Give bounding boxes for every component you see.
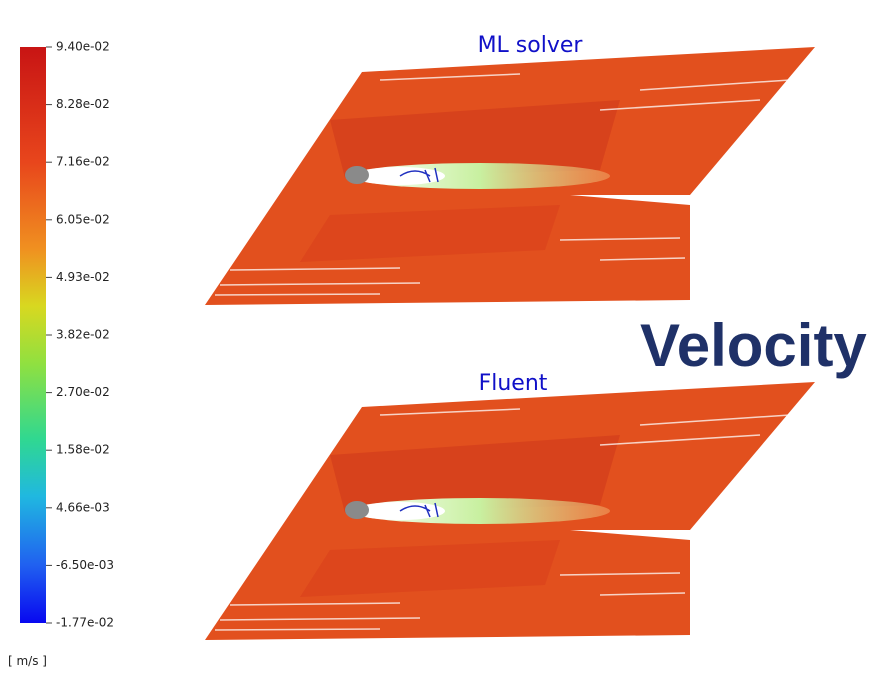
tick-label: 8.28e-02 [56,97,110,111]
tick-label: 3.82e-02 [56,328,110,342]
unit-label: [ m/s ] [8,654,47,668]
tick-label: 7.16e-02 [56,155,110,169]
velocity-label: Velocity [640,312,867,379]
fluent-field [205,382,815,640]
tick-label: 6.05e-02 [56,212,110,226]
panel-title: Fluent [479,371,548,396]
figure: 9.40e-02 8.28e-02 7.16e-02 6.05e-02 4.93e-02… [0,0,894,678]
ml-solver-field [205,47,815,305]
tick-label: 4.93e-02 [56,270,110,284]
tick-label: 4.66e-03 [56,500,110,514]
tick-label: 1.58e-02 [56,443,110,457]
tick-label: -6.50e-03 [56,558,114,572]
tick-label: 9.40e-02 [56,40,110,54]
tick-label: -1.77e-02 [56,616,114,630]
colorbar [20,47,46,623]
tick-label: 2.70e-02 [56,385,110,399]
panel-title: ML solver [478,33,584,58]
